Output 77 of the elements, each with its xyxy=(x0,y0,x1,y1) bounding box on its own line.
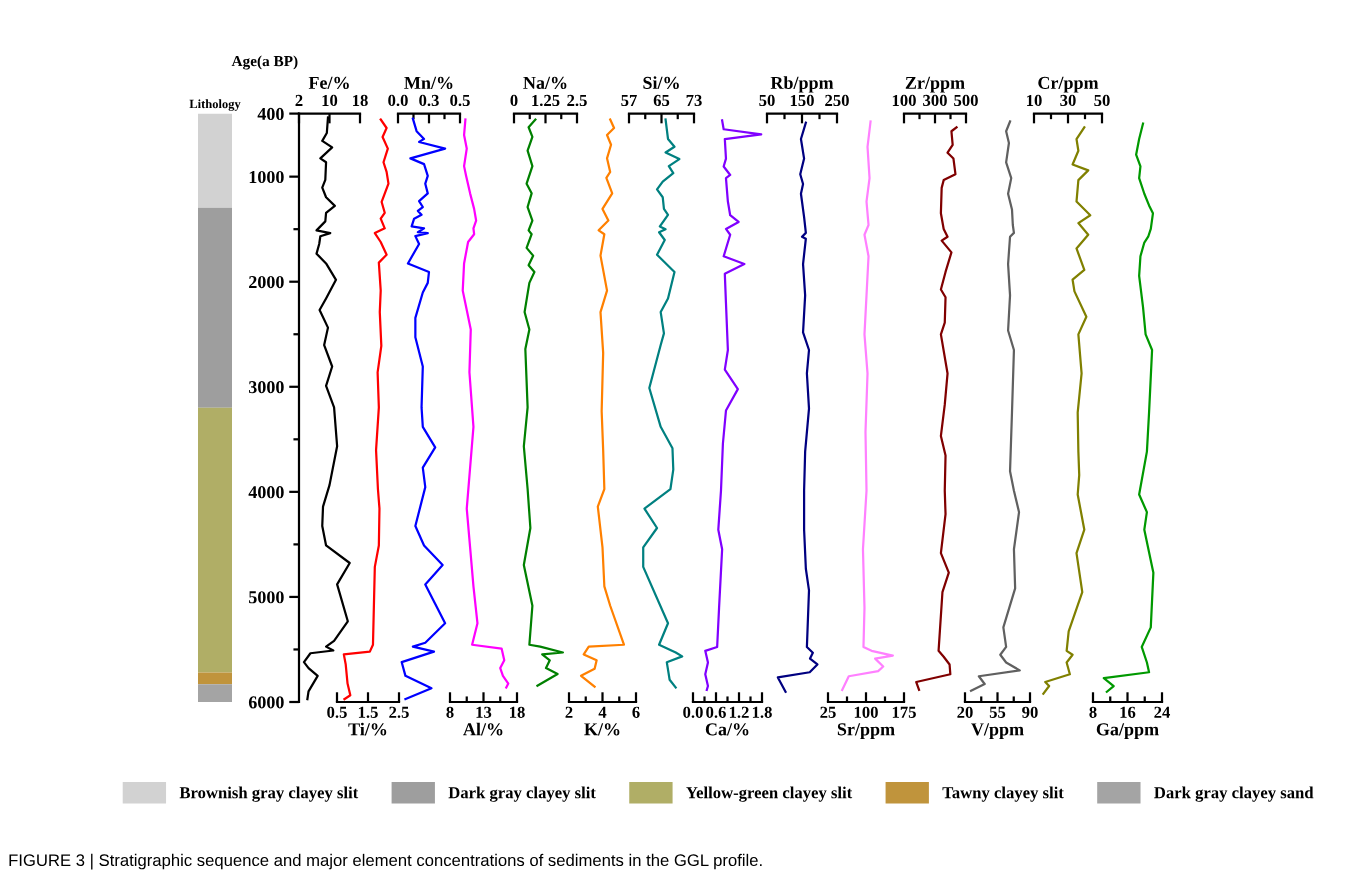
x-tick-label: 55 xyxy=(989,706,1006,718)
x-tick-label: 0.0 xyxy=(388,94,408,107)
x-tick-label: 50 xyxy=(1094,94,1110,107)
y-tick-label: 5000 xyxy=(249,591,284,604)
x-tick-label: 2 xyxy=(295,94,303,106)
x-tick-label: 0.3 xyxy=(419,94,439,107)
y-tick-label: 2000 xyxy=(249,275,284,289)
x-axis-title: Ca/% xyxy=(705,723,749,736)
x-axis-title: Si/% xyxy=(643,76,679,89)
x-tick-label: 6 xyxy=(632,706,640,718)
y-tick-label: 3000 xyxy=(248,381,284,394)
x-tick-label: 8 xyxy=(446,706,454,718)
x-tick-label: 13 xyxy=(476,706,492,718)
x-axis-title: Cr/ppm xyxy=(1038,76,1099,93)
x-tick-label: 10 xyxy=(322,94,338,107)
x-tick-label: 1.8 xyxy=(752,706,772,718)
x-tick-label: 24 xyxy=(1154,706,1171,718)
bar xyxy=(198,113,232,208)
x-tick-label: 0.6 xyxy=(706,706,726,718)
x-axis-title: Rb/ppm xyxy=(770,76,834,93)
x-tick-label: 1.25 xyxy=(532,94,560,107)
x-axis-title: Ga/ppm xyxy=(1096,723,1159,740)
x-tick-label: 18 xyxy=(510,706,525,718)
bar xyxy=(198,407,232,673)
x-tick-label: 2.5 xyxy=(567,94,587,107)
x-tick-label: 16 xyxy=(1120,706,1136,718)
x-tick-label: 100 xyxy=(854,706,878,718)
chart-title: Lithology xyxy=(189,99,241,111)
x-tick-label: 0 xyxy=(510,94,518,107)
x-tick-label: 65 xyxy=(653,94,670,107)
x-axis-title: Zr/ppm xyxy=(905,76,965,93)
x-axis-title: Mn/% xyxy=(404,76,453,89)
x-tick-label: 500 xyxy=(954,94,978,107)
x-tick-label: 10 xyxy=(1027,94,1042,107)
y-tick-label: 1000 xyxy=(249,170,284,184)
x-tick-label: 0.0 xyxy=(683,706,703,718)
x-tick-label: 2.5 xyxy=(389,706,409,718)
x-tick-label: 250 xyxy=(825,94,849,107)
x-tick-label: 2 xyxy=(565,706,573,718)
x-tick-label: 1.5 xyxy=(358,706,378,718)
legend-label: Dark gray clayey slit xyxy=(448,786,596,802)
x-tick-label: 30 xyxy=(1060,94,1076,107)
x-axis-title: Fe/% xyxy=(308,76,349,89)
legend-label: Tawny clayey slit xyxy=(942,786,1064,802)
x-axis-title: Ti/% xyxy=(348,722,387,736)
x-tick-label: 175 xyxy=(892,706,916,718)
y-axis-title: Age(a BP) xyxy=(231,55,298,70)
bar xyxy=(198,207,232,408)
x-axis-title: Al/% xyxy=(463,722,503,736)
x-tick-label: 0.5 xyxy=(450,94,470,107)
x-axis-title: K/% xyxy=(584,723,620,736)
x-axis-title: V/ppm xyxy=(971,723,1024,740)
x-tick-label: 300 xyxy=(923,94,947,107)
x-tick-label: 57 xyxy=(621,94,637,107)
x-tick-label: 150 xyxy=(790,94,814,107)
x-tick-label: 0.5 xyxy=(327,706,347,718)
x-tick-label: 90 xyxy=(1022,706,1038,718)
legend-label: Brownish gray clayey slit xyxy=(179,786,359,802)
x-tick-label: 100 xyxy=(892,94,916,107)
x-tick-label: 1.2 xyxy=(729,706,749,718)
y-tick-label: 400 xyxy=(257,107,284,121)
x-tick-label: 25 xyxy=(820,706,836,718)
x-tick-label: 50 xyxy=(759,94,775,107)
caption: FIGURE 3 | Stratigraphic sequence and major element concentrations of sediments in the GGL profile. xyxy=(9,853,762,870)
legend-label: Yellow-green clayey slit xyxy=(686,786,853,802)
bar xyxy=(198,684,232,702)
x-tick-label: 18 xyxy=(353,94,368,107)
x-axis-title: Sr/ppm xyxy=(837,723,895,740)
x-tick-label: 4 xyxy=(598,706,607,718)
y-tick-label: 6000 xyxy=(248,696,284,709)
x-tick-label: 73 xyxy=(686,94,702,107)
x-tick-label: 20 xyxy=(957,706,973,718)
bar xyxy=(198,672,232,685)
y-tick-label: 4000 xyxy=(248,486,284,499)
x-axis-title: Na/% xyxy=(523,76,567,89)
legend-label: Dark gray clayey sand xyxy=(1154,786,1314,802)
x-tick-label: 8 xyxy=(1089,706,1097,718)
